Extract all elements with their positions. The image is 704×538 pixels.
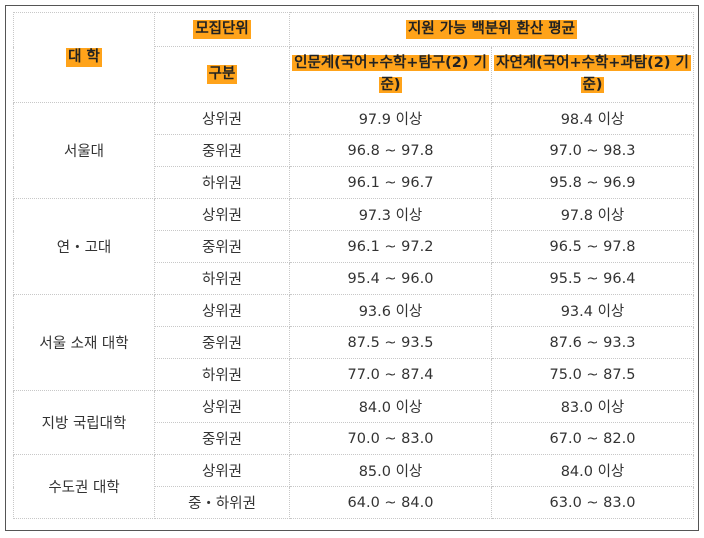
tier-cell: 하위권 xyxy=(154,166,290,199)
table-frame: 대 학 모집단위 지원 가능 백분위 환산 평균 구분 인문계(국어+수학+탐구… xyxy=(5,5,699,531)
sciences-cell: 97.0 ~ 98.3 xyxy=(491,134,694,167)
table-row: 수도권 대학 상위권 85.0 이상 84.0 이상 xyxy=(13,454,694,519)
humanities-cell: 87.5 ~ 93.5 xyxy=(289,326,492,359)
table-row: 지방 국립대학 상위권 84.0 이상 83.0 이상 xyxy=(13,390,694,455)
sciences-cell: 98.4 이상 xyxy=(491,102,694,135)
humanities-cell: 85.0 이상 xyxy=(289,454,492,487)
table-row: 하위권 77.0 ~ 87.4 75.0 ~ 87.5 xyxy=(14,358,694,391)
table-row: 서울대 상위권 97.9 이상 98.4 이상 xyxy=(13,102,694,199)
category-header: 구분 xyxy=(206,64,238,85)
humanities-cell: 77.0 ~ 87.4 xyxy=(289,358,492,391)
sciences-cell: 83.0 이상 xyxy=(491,390,694,423)
table-row: 중・하위권 64.0 ~ 84.0 63.0 ~ 83.0 xyxy=(14,486,694,519)
score-table: 대 학 모집단위 지원 가능 백분위 환산 평균 구분 인문계(국어+수학+탐구… xyxy=(13,12,694,519)
table-row: 서울 소재 대학 상위권 93.6 이상 93.4 이상 xyxy=(13,294,694,391)
table-row: 중위권 96.1 ~ 97.2 96.5 ~ 97.8 xyxy=(14,230,694,263)
university-cell: 지방 국립대학 xyxy=(13,390,155,455)
humanities-cell: 64.0 ~ 84.0 xyxy=(289,486,492,519)
table-row: 중위권 87.5 ~ 93.5 87.6 ~ 93.3 xyxy=(14,326,694,359)
table-row: 하위권 96.1 ~ 96.7 95.8 ~ 96.9 xyxy=(14,166,694,199)
sciences-cell: 75.0 ~ 87.5 xyxy=(491,358,694,391)
table-row: 하위권 95.4 ~ 96.0 95.5 ~ 96.4 xyxy=(14,262,694,295)
tier-cell: 중・하위권 xyxy=(154,486,290,519)
humanities-header: 인문계(국어+수학+탐구(2) 기준) xyxy=(292,55,489,93)
tier-cell: 상위권 xyxy=(154,390,290,423)
unit-header-cell: 모집단위 xyxy=(154,12,290,47)
category-header-cell: 구분 xyxy=(154,46,290,103)
tier-cell: 중위권 xyxy=(154,422,290,455)
score-avg-header: 지원 가능 백분위 환산 평균 xyxy=(406,19,577,40)
university-name: 서울대 xyxy=(63,144,105,160)
tier-cell: 하위권 xyxy=(154,262,290,295)
sciences-header-cell: 자연계(국어+수학+과탐(2) 기준) xyxy=(491,46,694,103)
sciences-cell: 95.8 ~ 96.9 xyxy=(491,166,694,199)
humanities-cell: 97.3 이상 xyxy=(289,198,492,231)
table-row: 연・고대 상위권 97.3 이상 97.8 이상 xyxy=(13,198,694,295)
university-header-cell: 대 학 xyxy=(13,12,155,103)
university-name: 지방 국립대학 xyxy=(41,416,127,432)
score-avg-header-cell: 지원 가능 백분위 환산 평균 xyxy=(289,12,694,47)
tier-cell: 중위권 xyxy=(154,230,290,263)
university-name: 서울 소재 대학 xyxy=(39,336,129,352)
humanities-cell: 70.0 ~ 83.0 xyxy=(289,422,492,455)
university-cell: 연・고대 xyxy=(13,198,155,295)
humanities-cell: 84.0 이상 xyxy=(289,390,492,423)
university-cell: 서울 소재 대학 xyxy=(13,294,155,391)
sciences-cell: 96.5 ~ 97.8 xyxy=(491,230,694,263)
tier-cell: 상위권 xyxy=(154,102,290,135)
university-cell: 서울대 xyxy=(13,102,155,199)
header-row-2: 구분 인문계(국어+수학+탐구(2) 기준) 자연계(국어+수학+과탐(2) 기… xyxy=(14,46,694,103)
sciences-cell: 63.0 ~ 83.0 xyxy=(491,486,694,519)
sciences-cell: 87.6 ~ 93.3 xyxy=(491,326,694,359)
unit-header: 모집단위 xyxy=(193,19,251,40)
humanities-cell: 96.8 ~ 97.8 xyxy=(289,134,492,167)
university-header: 대 학 xyxy=(66,47,102,68)
humanities-cell: 96.1 ~ 96.7 xyxy=(289,166,492,199)
humanities-cell: 93.6 이상 xyxy=(289,294,492,327)
header-row-1: 대 학 모집단위 지원 가능 백분위 환산 평균 xyxy=(13,12,694,103)
sciences-cell: 84.0 이상 xyxy=(491,454,694,487)
tier-cell: 상위권 xyxy=(154,454,290,487)
sciences-cell: 67.0 ~ 82.0 xyxy=(491,422,694,455)
university-name: 수도권 대학 xyxy=(48,480,120,496)
university-name: 연・고대 xyxy=(56,240,112,256)
tier-cell: 중위권 xyxy=(154,326,290,359)
tier-cell: 상위권 xyxy=(154,198,290,231)
table-row: 중위권 96.8 ~ 97.8 97.0 ~ 98.3 xyxy=(14,134,694,167)
tier-cell: 중위권 xyxy=(154,134,290,167)
university-cell: 수도권 대학 xyxy=(13,454,155,519)
sciences-cell: 95.5 ~ 96.4 xyxy=(491,262,694,295)
sciences-cell: 93.4 이상 xyxy=(491,294,694,327)
sciences-header: 자연계(국어+수학+과탐(2) 기준) xyxy=(494,55,691,93)
tier-cell: 상위권 xyxy=(154,294,290,327)
humanities-header-cell: 인문계(국어+수학+탐구(2) 기준) xyxy=(289,46,492,103)
humanities-cell: 95.4 ~ 96.0 xyxy=(289,262,492,295)
humanities-cell: 96.1 ~ 97.2 xyxy=(289,230,492,263)
tier-cell: 하위권 xyxy=(154,358,290,391)
sciences-cell: 97.8 이상 xyxy=(491,198,694,231)
humanities-cell: 97.9 이상 xyxy=(289,102,492,135)
